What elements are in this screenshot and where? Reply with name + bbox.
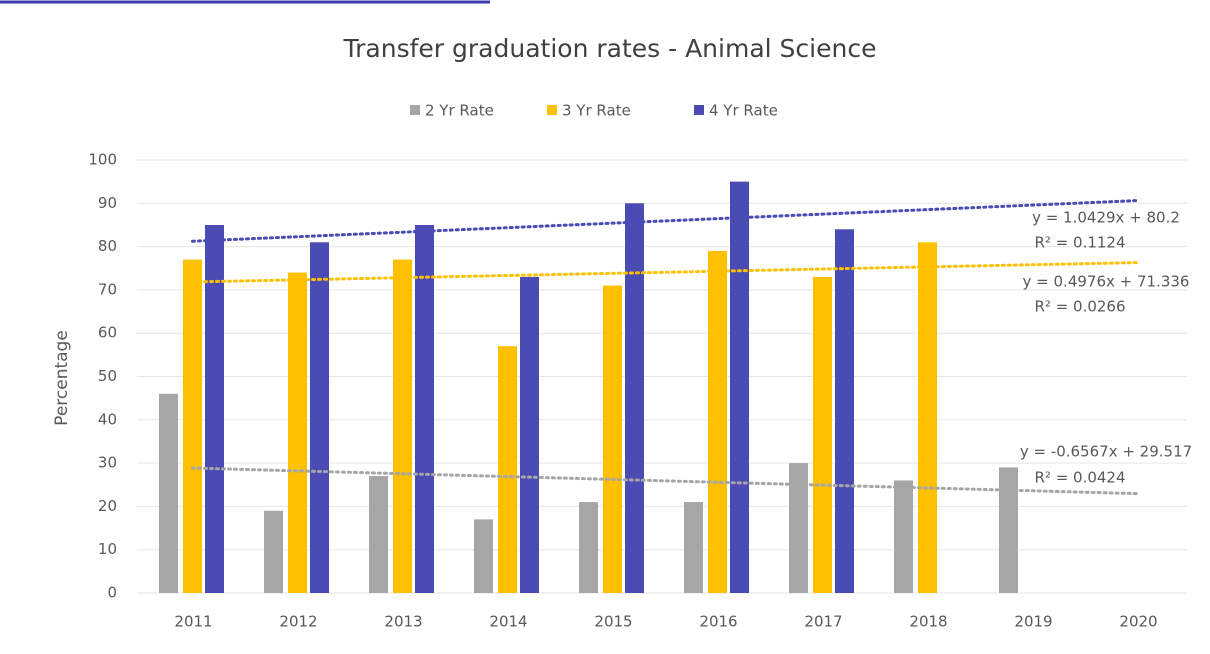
bar [918, 242, 937, 593]
bar [498, 346, 517, 593]
bar [999, 467, 1018, 593]
bar [288, 272, 307, 593]
bar [159, 393, 178, 593]
legend-swatch [410, 105, 420, 115]
legend-label: 4 Yr Rate [709, 102, 778, 120]
x-tick-label: 2019 [1014, 613, 1052, 631]
bar [393, 259, 412, 593]
x-tick-label: 2017 [804, 613, 842, 631]
x-tick-label: 2018 [909, 613, 947, 631]
trendline-equation: y = 0.4976x + 71.336 [1023, 273, 1190, 291]
y-tick-label: 50 [98, 367, 117, 385]
bar [474, 519, 493, 593]
bar [369, 476, 388, 593]
bar [603, 285, 622, 593]
y-tick-label: 30 [98, 454, 117, 472]
trendline-equation: y = -0.6567x + 29.517 [1020, 443, 1192, 461]
y-tick-label: 20 [98, 497, 117, 515]
bar [730, 181, 749, 593]
trendline-r2: R² = 0.0266 [1034, 298, 1125, 316]
bar [183, 259, 202, 593]
chart-title: Transfer graduation rates - Animal Scien… [343, 34, 877, 63]
x-tick-label: 2016 [699, 613, 737, 631]
bar [520, 276, 539, 593]
bar [813, 276, 832, 593]
y-tick-label: 40 [98, 410, 117, 428]
legend-label: 3 Yr Rate [562, 102, 631, 120]
y-tick-label: 100 [88, 151, 117, 169]
bar [264, 510, 283, 593]
x-tick-label: 2015 [594, 613, 632, 631]
trendline-equation: y = 1.0429x + 80.2 [1032, 209, 1180, 227]
y-tick-label: 80 [98, 237, 117, 255]
bar [835, 229, 854, 593]
x-tick-label: 2011 [174, 613, 212, 631]
bar [310, 242, 329, 593]
bar [415, 224, 434, 593]
legend-label: 2 Yr Rate [425, 102, 494, 120]
trendline [191, 199, 1139, 243]
bar [894, 480, 913, 593]
trendline [191, 261, 1139, 284]
x-tick-label: 2020 [1119, 613, 1157, 631]
bar [708, 250, 727, 593]
x-tick-label: 2012 [279, 613, 317, 631]
y-tick-label: 70 [98, 280, 117, 298]
trendline [191, 466, 1139, 496]
y-tick-label: 90 [98, 194, 117, 212]
y-tick-label: 0 [107, 584, 117, 602]
y-tick-label: 10 [98, 540, 117, 558]
bar [625, 203, 644, 594]
legend-swatch [694, 105, 704, 115]
legend-swatch [547, 105, 557, 115]
bar [789, 463, 808, 593]
y-axis-label: Percentage [52, 330, 72, 426]
bar [579, 502, 598, 593]
bar [205, 224, 224, 593]
trendline-r2: R² = 0.1124 [1034, 234, 1125, 252]
bar [684, 502, 703, 593]
x-tick-label: 2013 [384, 613, 422, 631]
trendline-r2: R² = 0.0424 [1034, 469, 1125, 487]
x-tick-label: 2014 [489, 613, 527, 631]
y-tick-label: 60 [98, 324, 117, 342]
